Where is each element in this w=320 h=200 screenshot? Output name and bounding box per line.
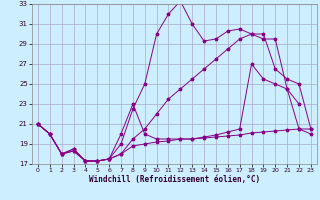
X-axis label: Windchill (Refroidissement éolien,°C): Windchill (Refroidissement éolien,°C) xyxy=(89,175,260,184)
